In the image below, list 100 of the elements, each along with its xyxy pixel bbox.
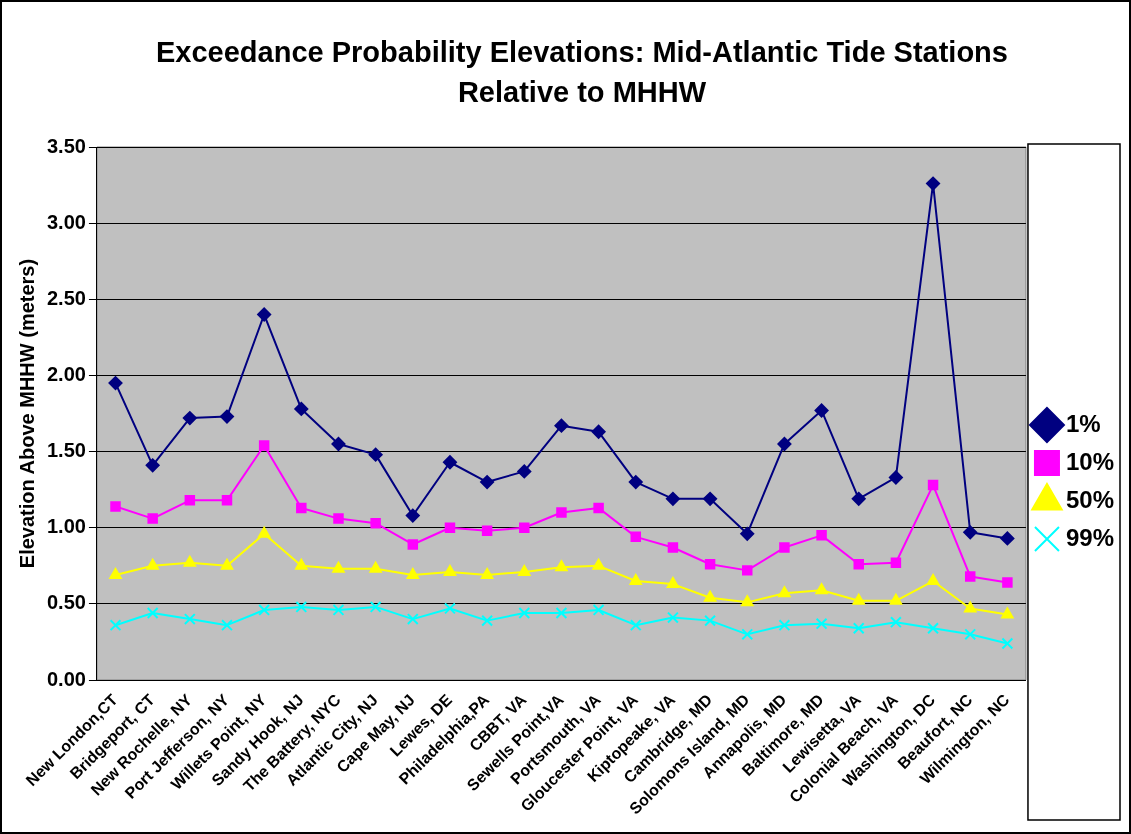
point <box>295 600 308 613</box>
y-axis-title: Elevation Above MHHW (meters) <box>15 258 38 569</box>
point <box>704 614 717 627</box>
point <box>964 628 977 641</box>
point <box>332 604 345 616</box>
point <box>332 561 345 573</box>
point <box>480 475 495 490</box>
point <box>667 542 679 553</box>
point <box>630 531 642 543</box>
point <box>517 464 532 479</box>
point <box>890 557 902 568</box>
point <box>889 593 903 605</box>
point <box>889 616 902 629</box>
point <box>556 507 567 518</box>
point <box>518 607 531 619</box>
point <box>851 491 866 506</box>
point <box>814 403 829 418</box>
point <box>927 622 940 635</box>
legend-label: 50% <box>1065 485 1115 513</box>
point <box>295 558 308 570</box>
point <box>333 513 344 524</box>
point <box>742 565 753 576</box>
legend-label: 99% <box>1065 523 1115 551</box>
point <box>145 458 160 473</box>
point <box>221 495 233 506</box>
point <box>257 307 272 322</box>
point <box>741 595 754 607</box>
point <box>182 411 197 426</box>
point <box>184 495 196 506</box>
y-tick-label: 3.50 <box>46 134 86 157</box>
point <box>443 564 457 576</box>
point <box>555 607 568 619</box>
point <box>406 567 419 579</box>
point <box>741 628 754 641</box>
point <box>406 613 419 626</box>
point <box>219 409 234 424</box>
point <box>370 517 381 529</box>
point <box>1001 607 1014 619</box>
point <box>629 574 642 586</box>
point <box>592 558 605 570</box>
point <box>926 176 941 191</box>
point <box>407 539 419 550</box>
point <box>593 502 604 514</box>
point <box>220 558 234 570</box>
point <box>815 617 828 630</box>
point <box>591 424 606 439</box>
point <box>777 436 792 451</box>
point <box>258 604 271 616</box>
point <box>964 601 977 613</box>
point <box>778 586 791 598</box>
point <box>555 560 568 572</box>
point <box>815 583 828 595</box>
point <box>405 508 420 523</box>
point <box>740 526 755 541</box>
point <box>592 604 605 616</box>
point <box>703 590 717 602</box>
point <box>110 501 121 512</box>
point <box>294 401 309 416</box>
point <box>444 602 456 615</box>
point <box>444 522 456 533</box>
point <box>666 577 680 589</box>
point <box>369 600 382 613</box>
point <box>778 619 791 632</box>
point <box>481 614 494 627</box>
point <box>108 376 123 391</box>
y-tick-label: 2.00 <box>46 362 86 385</box>
point <box>964 571 976 582</box>
point <box>147 513 158 524</box>
point <box>519 522 530 533</box>
point <box>442 455 457 470</box>
point <box>109 619 122 632</box>
point <box>368 447 383 462</box>
point <box>665 491 680 506</box>
point <box>853 559 864 570</box>
point <box>629 619 642 632</box>
point <box>183 613 196 626</box>
point <box>1001 637 1014 650</box>
point <box>779 542 790 553</box>
point <box>331 436 346 451</box>
point <box>852 593 865 605</box>
point <box>628 475 643 490</box>
legend-label: 1% <box>1065 409 1101 437</box>
point <box>221 619 233 632</box>
point <box>183 555 197 567</box>
point <box>926 574 940 586</box>
chart-title: Exceedance Probability Elevations: Mid-Atlantic Tide Stations Relative to MHHW <box>155 35 1009 110</box>
y-tick-label: 0.50 <box>46 591 86 614</box>
point <box>703 491 718 506</box>
point <box>927 479 939 491</box>
point <box>963 525 978 540</box>
y-tick-label: 1.50 <box>46 439 86 462</box>
point <box>518 564 531 576</box>
y-tick-label: 3.00 <box>46 210 86 233</box>
point <box>888 470 903 485</box>
point <box>369 561 382 573</box>
y-tick-label: 0.00 <box>46 667 86 690</box>
point <box>481 525 493 537</box>
point <box>1002 577 1013 588</box>
point <box>258 440 270 451</box>
point <box>146 558 159 570</box>
